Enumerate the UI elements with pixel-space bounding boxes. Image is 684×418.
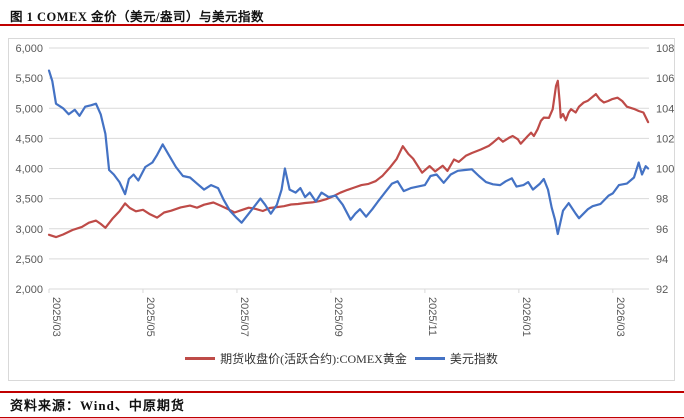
y-right-tick-label: 102 xyxy=(656,133,674,145)
x-tick-label: 2025/03 xyxy=(50,297,62,337)
y-right-tick-label: 92 xyxy=(656,284,668,296)
y-right-tick-label: 94 xyxy=(656,254,668,266)
y-left-tick-label: 5,500 xyxy=(15,73,43,85)
x-tick-label: 2026/01 xyxy=(520,297,532,337)
y-right-tick-label: 96 xyxy=(656,224,668,236)
y-left-tick-label: 2,000 xyxy=(15,284,43,296)
y-left-tick-label: 2,500 xyxy=(15,254,43,266)
data-source-bar: 资料来源：Wind、中原期货 xyxy=(0,391,684,418)
y-left-tick-label: 4,500 xyxy=(15,133,43,145)
x-tick-label: 2025/07 xyxy=(238,297,250,337)
chart-svg: 2,000 92 2,500 94 3,000 96 3,500 98 4,000 100 4,50… xyxy=(15,43,674,337)
legend-swatch-dxy-line xyxy=(414,357,445,360)
data-source-text: 资料来源：Wind、中原期货 xyxy=(10,398,185,413)
y-right-tick-label: 104 xyxy=(656,103,674,115)
x-tick-label: 2026/03 xyxy=(614,297,626,337)
y-right-tick-label: 108 xyxy=(656,43,674,55)
legend-label-gold: 期货收盘价(活跃合约):COMEX黄金 xyxy=(220,352,407,366)
y-left-tick-label: 4,000 xyxy=(15,164,43,176)
y-right-tick-label: 106 xyxy=(656,73,674,85)
y-left-tick-label: 3,000 xyxy=(15,224,43,236)
title-underline-rule xyxy=(0,23,684,26)
legend-item-gold: 期货收盘价(活跃合约):COMEX黄金 xyxy=(185,350,407,367)
y-left-tick-label: 6,000 xyxy=(15,43,43,55)
figure-title: 图 1 COMEX 金价（美元/盎司）与美元指数 xyxy=(10,10,265,24)
x-tick-label: 2025/05 xyxy=(144,297,156,337)
chart-legend: 期货收盘价(活跃合约):COMEX黄金 美元指数 xyxy=(9,350,674,367)
series-line-usd-index xyxy=(47,69,650,236)
y-right-tick-label: 100 xyxy=(656,164,674,176)
legend-label-dxy: 美元指数 xyxy=(449,352,498,366)
legend-swatch-gold-line xyxy=(185,357,216,360)
series-line-comex-gold xyxy=(47,79,650,239)
x-tick-label: 2025/09 xyxy=(332,297,344,337)
legend-item-dxy: 美元指数 xyxy=(414,350,498,367)
x-tick-label: 2025/11 xyxy=(426,297,438,336)
y-right-tick-label: 98 xyxy=(656,194,668,206)
y-left-tick-label: 3,500 xyxy=(15,194,43,206)
y-left-tick-label: 5,000 xyxy=(15,103,43,115)
chart-container: 2,000 92 2,500 94 3,000 96 3,500 98 4,000 100 4,50… xyxy=(8,38,675,381)
